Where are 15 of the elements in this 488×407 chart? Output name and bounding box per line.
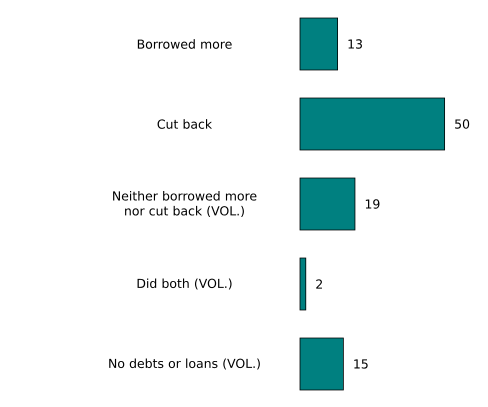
y-tick-label: Borrowed more	[138, 39, 232, 49]
data-label: 13	[348, 39, 362, 49]
y-tick-label: No debts or loans (VOL.)	[109, 358, 260, 370]
y-tick-label: Did both (VOL.)	[138, 278, 232, 290]
bar	[300, 178, 356, 230]
bar	[300, 18, 338, 70]
bar	[300, 98, 446, 150]
data-label: 15	[354, 359, 368, 369]
bar	[300, 258, 306, 310]
bar	[300, 338, 344, 390]
y-tick-label: Neither borrowed more nor cut back (VOL.)	[113, 190, 256, 218]
data-label: 2	[316, 279, 322, 289]
data-label: 50	[455, 119, 470, 129]
data-label: 19	[366, 199, 380, 209]
y-tick-label: Cut back	[158, 119, 212, 129]
